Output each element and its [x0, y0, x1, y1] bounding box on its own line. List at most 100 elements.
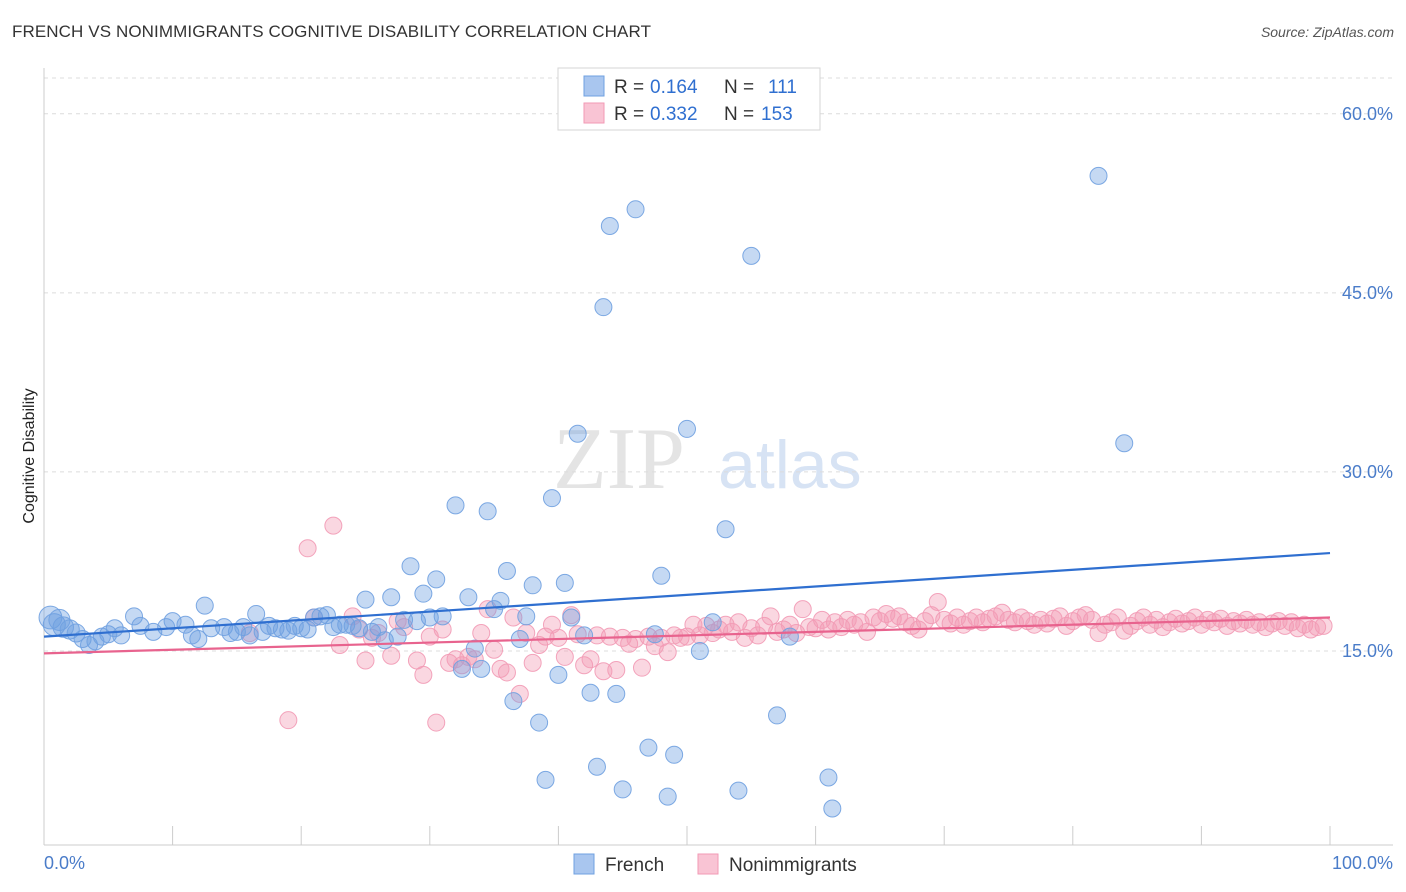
french-point	[395, 610, 414, 629]
french-point	[530, 713, 549, 732]
legend-n-label-french: N =	[724, 77, 754, 98]
nonimmigrants-point	[298, 539, 317, 558]
french-point	[613, 780, 632, 799]
x-tick-label-max: 100.0%	[1332, 853, 1393, 873]
nonimmigrants-point	[427, 713, 446, 732]
nonimmigrants-point	[472, 624, 491, 643]
nonimmigrants-point	[793, 600, 812, 619]
french-point	[665, 745, 684, 764]
y-tick-label-0: 15.0%	[1342, 641, 1393, 661]
french-point	[382, 588, 401, 607]
legend-n-value-french: 111	[768, 77, 797, 98]
french-point	[478, 502, 497, 521]
french-point	[703, 613, 722, 632]
chart-title: FRENCH VS NONIMMIGRANTS COGNITIVE DISABI…	[12, 22, 652, 41]
nonimmigrants-point	[671, 628, 690, 647]
french-point	[125, 607, 144, 626]
nonimmigrants-point	[356, 651, 375, 670]
nonimmigrants-point	[542, 615, 561, 634]
french-point	[112, 626, 131, 645]
x-tick-label-min: 0.0%	[44, 853, 85, 873]
french-point	[587, 757, 606, 776]
y-tick-label-1: 30.0%	[1342, 462, 1393, 482]
nonimmigrants-point	[382, 646, 401, 665]
french-point	[420, 608, 439, 627]
french-point	[639, 738, 658, 757]
legend-swatch-nonimmigrants	[583, 102, 605, 124]
nonimmigrants-point	[465, 650, 484, 669]
french-point	[819, 768, 838, 787]
french-point	[555, 573, 574, 592]
french-point	[536, 770, 555, 789]
legend-n-label-nonimmigrants: N =	[724, 104, 754, 125]
french-point	[247, 604, 266, 623]
french-point	[298, 620, 317, 639]
nonimmigrants-point	[684, 615, 703, 634]
nonimmigrants-trend-line	[43, 616, 1331, 655]
nonimmigrants-point	[510, 684, 529, 703]
french-point	[523, 576, 542, 595]
french-point	[562, 608, 581, 627]
french-point	[459, 588, 478, 607]
french-point	[742, 246, 761, 265]
nonimmigrants-point	[587, 626, 606, 645]
nonimmigrants-point	[928, 593, 947, 612]
legend-swatch-french	[583, 75, 605, 97]
french-point	[356, 590, 375, 609]
french-point	[658, 787, 677, 806]
french-point	[581, 683, 600, 702]
french-point	[600, 217, 619, 236]
nonimmigrants-point	[369, 624, 388, 643]
nonimmigrants-point	[607, 661, 626, 680]
nonimmigrants-point	[279, 711, 298, 730]
y-tick-label-2: 45.0%	[1342, 283, 1393, 303]
watermark-zip: ZIP	[553, 411, 685, 508]
nonimmigrants-point	[485, 640, 504, 659]
french-point	[401, 557, 420, 576]
grid-lines	[44, 77, 1393, 652]
trend-lines	[43, 551, 1331, 655]
french-point	[607, 684, 626, 703]
french-point	[414, 584, 433, 603]
french-point	[517, 607, 536, 626]
french-point	[1089, 166, 1108, 185]
legend: R = 0.164 N = 111 R = 0.332 N = 153	[557, 67, 821, 131]
nonimmigrants-point	[993, 603, 1012, 622]
french-point	[472, 659, 491, 678]
watermark-atlas: atlas	[718, 427, 862, 503]
nonimmigrants-point	[658, 643, 677, 662]
french-point	[542, 489, 561, 508]
legend-r-label-french: R =	[614, 77, 644, 98]
french-point	[38, 605, 63, 630]
french-point	[575, 626, 594, 645]
nonimmigrants-point	[581, 650, 600, 669]
french-points	[38, 166, 1134, 818]
french-point	[1115, 434, 1134, 453]
y-tick-labels: 15.0% 30.0% 45.0% 60.0%	[1342, 104, 1393, 661]
french-point	[465, 639, 484, 658]
nonimmigrants-point	[414, 665, 433, 684]
bottom-legend-swatch-nonimmigrants	[697, 853, 719, 875]
french-point	[549, 665, 568, 684]
french-point	[52, 616, 74, 638]
french-point	[388, 627, 407, 646]
nonimmigrants-point	[632, 658, 651, 677]
nonimmigrants-point	[1314, 616, 1333, 635]
nonimmigrants-point	[555, 647, 574, 666]
legend-r-value-french: 0.164	[650, 77, 698, 98]
french-point	[594, 298, 613, 317]
source-label: Source: ZipAtlas.com	[1260, 24, 1394, 40]
french-point	[176, 615, 195, 634]
french-point	[678, 419, 696, 438]
nonimmigrants-point	[523, 653, 542, 672]
french-point	[504, 692, 523, 711]
french-point	[311, 607, 330, 626]
nonimmigrants-point	[433, 620, 452, 639]
legend-n-value-nonimmigrants: 153	[761, 104, 793, 125]
nonimmigrants-point	[324, 516, 343, 535]
y-axis-title: Cognitive Disability	[21, 388, 38, 523]
french-point	[202, 619, 221, 638]
bottom-legend-swatch-french	[573, 853, 595, 875]
french-trend-line	[43, 551, 1331, 638]
